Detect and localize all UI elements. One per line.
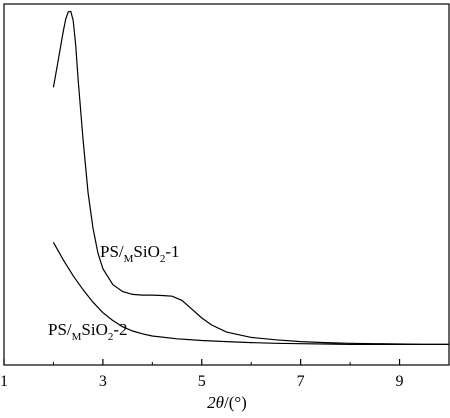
x-tick-label: 1 <box>0 373 8 390</box>
series-line-ps-msio2-1 <box>52 10 449 345</box>
series-label-ps-msio2-1: PS/MSiO2-1 <box>100 242 180 265</box>
x-tick-labels: 1 3 5 7 9 <box>0 373 404 390</box>
series-label-ps-msio2-2: PS/MSiO2-2 <box>48 320 128 343</box>
series-line-ps-msio2-2 <box>52 242 449 345</box>
x-tick-label: 5 <box>198 373 206 390</box>
x-tick-label: 9 <box>396 373 404 390</box>
x-tick-marks <box>3 359 450 365</box>
plot-frame <box>3 3 450 366</box>
x-tick-label: 3 <box>99 373 107 390</box>
x-tick-label: 7 <box>297 373 305 390</box>
x-axis-label: 2θ/(°) <box>207 393 247 412</box>
